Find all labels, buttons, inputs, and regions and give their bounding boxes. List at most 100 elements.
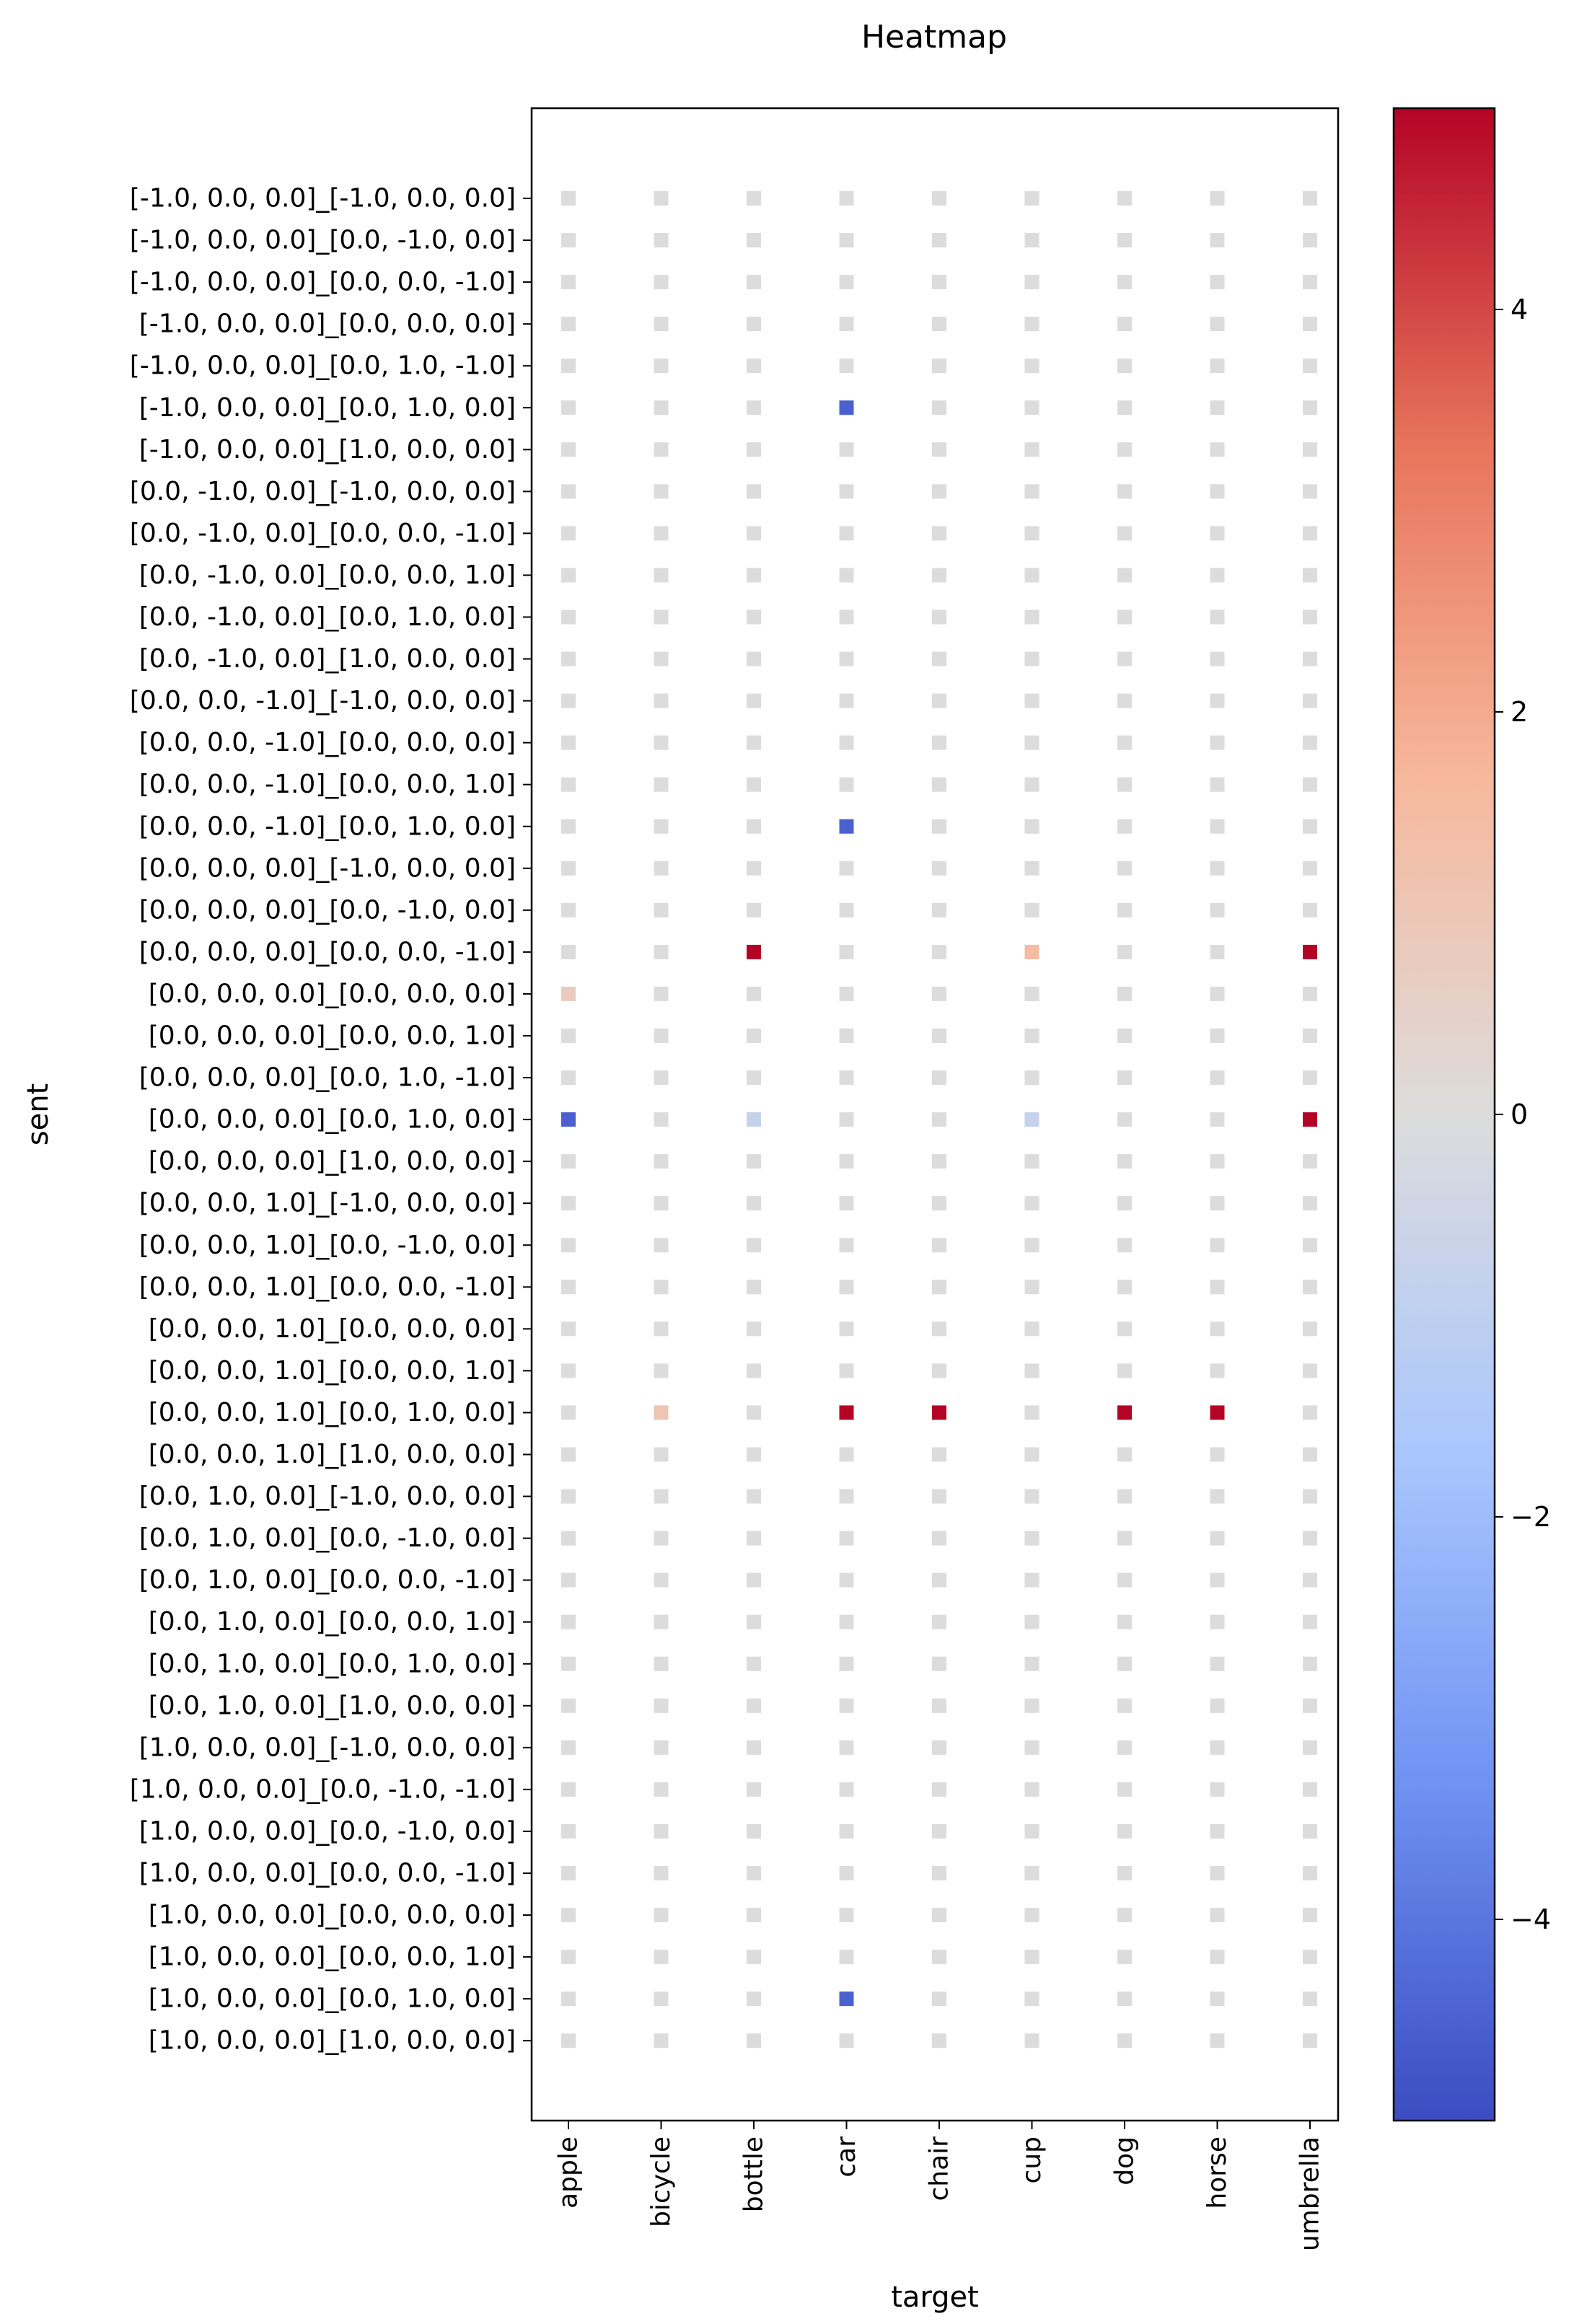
colorbar-tick-label: 0 bbox=[1511, 1099, 1528, 1130]
heatmap-cell bbox=[1024, 1698, 1039, 1713]
heatmap-cell bbox=[1303, 1280, 1317, 1295]
heatmap-cell bbox=[932, 1321, 946, 1337]
heatmap-cell bbox=[839, 568, 854, 583]
heatmap-cell bbox=[932, 1866, 946, 1880]
heatmap-cell bbox=[1024, 1489, 1039, 1504]
heatmap-cell bbox=[932, 651, 946, 666]
heatmap-cell bbox=[747, 1238, 761, 1253]
x-tick-label: umbrella bbox=[1296, 2136, 1325, 2251]
y-tick-label: [0.0, 0.0, 0.0]_[0.0, 1.0, -1.0] bbox=[139, 1063, 516, 1093]
heatmap-cell bbox=[932, 1782, 946, 1797]
heatmap-cell bbox=[654, 568, 669, 583]
heatmap-cell bbox=[839, 1698, 854, 1713]
heatmap-cell bbox=[839, 651, 854, 666]
heatmap-cell bbox=[1117, 1908, 1132, 1923]
heatmap-cell bbox=[747, 1908, 761, 1923]
y-tick-label: [1.0, 0.0, 0.0]_[0.0, 0.0, 1.0] bbox=[149, 1942, 516, 1972]
heatmap-cell bbox=[561, 400, 576, 415]
heatmap-cell bbox=[747, 651, 761, 666]
heatmap-cell bbox=[1024, 1740, 1039, 1755]
heatmap-cell bbox=[932, 693, 946, 708]
y-tick-label: [-1.0, 0.0, 0.0]_[1.0, 0.0, 0.0] bbox=[139, 435, 516, 465]
heatmap-cell bbox=[1024, 651, 1039, 666]
heatmap-cell bbox=[1024, 1321, 1039, 1337]
x-axis-label: target bbox=[891, 2281, 979, 2314]
y-tick-label: [0.0, 1.0, 0.0]_[1.0, 0.0, 0.0] bbox=[149, 1691, 516, 1720]
heatmap-cell bbox=[747, 944, 761, 959]
heatmap-cell bbox=[654, 233, 669, 248]
heatmap-cell bbox=[1117, 1740, 1132, 1755]
heatmap-cell bbox=[1210, 1950, 1225, 1965]
heatmap-cell bbox=[747, 1447, 761, 1462]
heatmap-cells bbox=[561, 191, 1317, 2048]
heatmap-cell bbox=[839, 1991, 854, 2007]
heatmap-cell bbox=[1024, 1782, 1039, 1797]
heatmap-cell bbox=[1303, 1405, 1317, 1420]
heatmap-cell bbox=[561, 1112, 576, 1127]
heatmap-cell bbox=[1210, 735, 1225, 750]
heatmap-cell bbox=[1117, 1280, 1132, 1295]
heatmap-cell bbox=[1210, 1991, 1225, 2007]
y-tick-label: [0.0, 1.0, 0.0]_[0.0, 1.0, 0.0] bbox=[149, 1649, 516, 1678]
heatmap-cell bbox=[1117, 1405, 1132, 1420]
heatmap-cell bbox=[932, 1572, 946, 1588]
heatmap-cell bbox=[1210, 651, 1225, 666]
y-tick-label: [0.0, 0.0, 1.0]_[1.0, 0.0, 0.0] bbox=[149, 1440, 516, 1469]
heatmap-cell bbox=[839, 735, 854, 750]
y-tick-label: [-1.0, 0.0, 0.0]_[0.0, 0.0, -1.0] bbox=[130, 268, 516, 297]
heatmap-cell bbox=[654, 1614, 669, 1629]
heatmap-cell bbox=[1117, 484, 1132, 499]
heatmap-cell bbox=[1117, 191, 1132, 206]
heatmap-cell bbox=[932, 735, 946, 750]
heatmap-cell bbox=[1303, 902, 1317, 917]
heatmap-cell bbox=[932, 1070, 946, 1086]
heatmap-cell bbox=[1303, 1950, 1317, 1965]
heatmap-cell bbox=[1024, 777, 1039, 792]
heatmap-cell bbox=[1210, 1447, 1225, 1462]
heatmap-cell bbox=[1303, 233, 1317, 248]
heatmap-cell bbox=[932, 1196, 946, 1211]
heatmap-cell bbox=[932, 1908, 946, 1923]
heatmap-cell bbox=[1303, 442, 1317, 457]
heatmap-cell bbox=[1024, 1823, 1039, 1839]
heatmap-cell bbox=[1024, 1991, 1039, 2007]
heatmap-cell bbox=[561, 819, 576, 834]
heatmap-cell bbox=[747, 568, 761, 583]
heatmap-cell bbox=[1024, 1950, 1039, 1965]
heatmap-cell bbox=[1210, 902, 1225, 917]
heatmap-cell bbox=[654, 1405, 669, 1420]
heatmap-cell bbox=[1210, 861, 1225, 876]
heatmap-cell bbox=[932, 317, 946, 332]
heatmap-cell bbox=[1024, 317, 1039, 332]
colorbar-gradient bbox=[1394, 108, 1495, 2121]
heatmap-cell bbox=[747, 1572, 761, 1588]
heatmap-cell bbox=[839, 861, 854, 876]
heatmap-cell bbox=[561, 1866, 576, 1880]
heatmap-cell bbox=[1210, 1698, 1225, 1713]
y-tick-label: [0.0, 0.0, -1.0]_[0.0, 0.0, 1.0] bbox=[139, 770, 516, 799]
x-tick-label: chair bbox=[925, 2136, 954, 2201]
heatmap-cell bbox=[839, 526, 854, 541]
heatmap-cell bbox=[561, 861, 576, 876]
heatmap-cell bbox=[1117, 400, 1132, 415]
heatmap-cell bbox=[561, 1196, 576, 1211]
heatmap-cell bbox=[561, 2033, 576, 2048]
heatmap-cell bbox=[1303, 986, 1317, 1001]
heatmap-cell bbox=[1024, 358, 1039, 374]
colorbar-ticks: −4 −2 0 2 4 bbox=[1495, 294, 1551, 1935]
heatmap-cell bbox=[839, 819, 854, 834]
heatmap-cell bbox=[1303, 1572, 1317, 1588]
heatmap-cell bbox=[1210, 1823, 1225, 1839]
heatmap-cell bbox=[561, 1489, 576, 1504]
heatmap-cell bbox=[839, 902, 854, 917]
heatmap-cell bbox=[747, 777, 761, 792]
heatmap-cell bbox=[839, 484, 854, 499]
heatmap-cell bbox=[1210, 986, 1225, 1001]
heatmap-cell bbox=[1303, 317, 1317, 332]
heatmap-cell bbox=[932, 1154, 946, 1169]
heatmap-cell bbox=[654, 1029, 669, 1043]
heatmap-cell bbox=[561, 609, 576, 625]
heatmap-cell bbox=[747, 1321, 761, 1337]
heatmap-cell bbox=[1024, 1029, 1039, 1043]
heatmap-cell bbox=[1117, 1656, 1132, 1671]
